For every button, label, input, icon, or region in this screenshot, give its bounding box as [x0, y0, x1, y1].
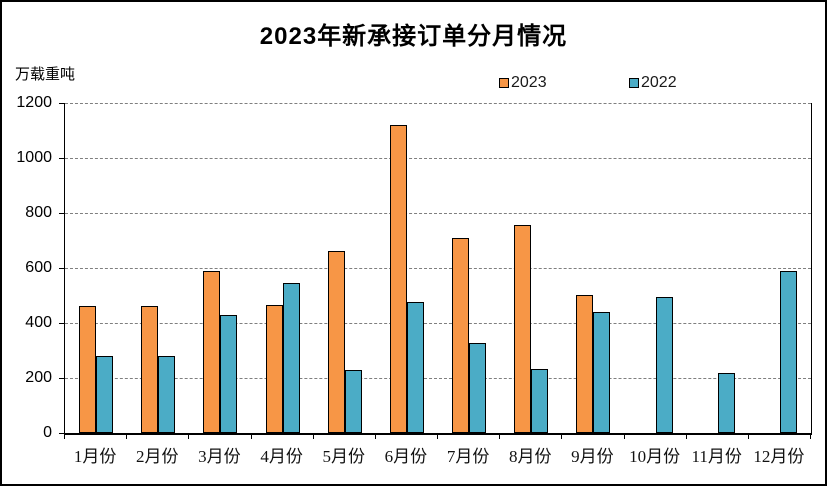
bar-2022-7月份 — [469, 343, 487, 433]
x-axis-label-5月份: 5月份 — [322, 447, 365, 466]
bar-2022-4月份 — [282, 283, 300, 433]
category-group-5月份 — [314, 103, 376, 433]
bar-2023-3月份 — [203, 271, 221, 433]
legend-swatch-2023 — [499, 78, 509, 88]
y-axis-unit-label: 万载重吨 — [15, 66, 76, 83]
legend-item-2022: 2022 — [629, 74, 677, 92]
y-tick-label-400: 400 — [25, 314, 52, 331]
bar-2022-9月份 — [593, 312, 611, 433]
chart-title: 2023年新承接订单分月情况 — [259, 23, 568, 50]
category-group-1月份 — [65, 103, 127, 433]
category-group-2月份 — [127, 103, 189, 433]
category-group-12月份 — [749, 103, 811, 433]
gridline-800 — [65, 213, 811, 214]
bar-2023-8月份 — [514, 225, 532, 433]
x-axis-label-9月份: 9月份 — [571, 447, 614, 466]
x-axis-label-12月份: 12月份 — [753, 447, 805, 466]
gridline-200 — [65, 378, 811, 379]
bar-2022-8月份 — [531, 369, 549, 433]
gridline-600 — [65, 268, 811, 269]
y-tick-label-200: 200 — [25, 369, 52, 386]
x-axis-label-11月份: 11月份 — [691, 447, 742, 466]
plot-area — [64, 103, 812, 435]
x-axis-label-8月份: 8月份 — [508, 447, 552, 466]
bar-2022-2月份 — [158, 356, 176, 433]
x-axis-label-6月份: 6月份 — [384, 447, 428, 466]
category-group-8月份 — [500, 103, 562, 433]
gridline-1200 — [65, 103, 811, 104]
bar-2022-11月份 — [717, 373, 735, 433]
bar-2023-1月份 — [79, 306, 97, 433]
category-group-4月份 — [252, 103, 314, 433]
y-tick-label-1000: 1000 — [16, 149, 52, 166]
category-group-9月份 — [562, 103, 624, 433]
bar-2022-1月份 — [96, 356, 114, 433]
category-group-7月份 — [438, 103, 500, 433]
bar-2023-9月份 — [576, 295, 594, 433]
gridline-1000 — [65, 158, 811, 159]
category-group-11月份 — [687, 103, 749, 433]
legend-label-2022: 2022 — [641, 74, 677, 91]
bar-2022-5月份 — [344, 370, 362, 433]
y-tick-label-800: 800 — [25, 204, 52, 221]
x-axis-label-3月份: 3月份 — [198, 447, 241, 466]
x-axis-label-4月份: 4月份 — [260, 447, 303, 466]
gridline-400 — [65, 323, 811, 324]
legend-swatch-2022 — [629, 78, 639, 88]
x-axis-label-2月份: 2月份 — [135, 447, 179, 466]
y-tick-label-1200: 1200 — [16, 94, 52, 111]
y-tick-label-600: 600 — [25, 259, 52, 276]
bar-2022-12月份 — [779, 271, 797, 433]
bar-2022-3月份 — [220, 315, 238, 433]
category-group-10月份 — [625, 103, 687, 433]
bar-2023-6月份 — [389, 125, 407, 433]
bar-2022-10月份 — [655, 297, 673, 433]
x-axis-label-7月份: 7月份 — [446, 447, 490, 466]
x-axis-label-10月份: 10月份 — [629, 447, 681, 466]
category-group-6月份 — [376, 103, 438, 433]
bar-2023-5月份 — [327, 251, 345, 433]
legend-label-2023: 2023 — [511, 74, 547, 91]
bar-2022-6月份 — [406, 302, 424, 433]
bar-2023-4月份 — [265, 305, 283, 433]
bar-2023-2月份 — [141, 306, 159, 433]
category-group-3月份 — [189, 103, 251, 433]
y-tick-label-0: 0 — [43, 424, 52, 441]
legend-item-2023: 2023 — [499, 74, 547, 92]
x-axis-label-1月份: 1月份 — [73, 447, 117, 466]
bar-2023-7月份 — [452, 238, 470, 433]
